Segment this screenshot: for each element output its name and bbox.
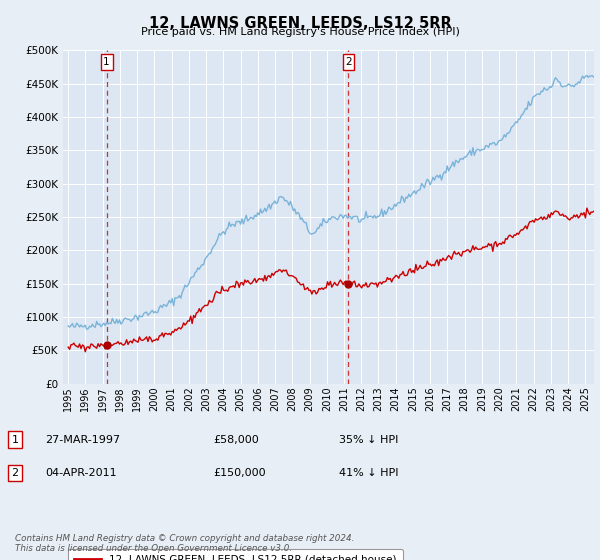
Text: Price paid vs. HM Land Registry's House Price Index (HPI): Price paid vs. HM Land Registry's House … bbox=[140, 27, 460, 37]
Text: 2: 2 bbox=[11, 468, 19, 478]
Text: 1: 1 bbox=[11, 435, 19, 445]
Text: 2: 2 bbox=[345, 57, 352, 67]
Text: Contains HM Land Registry data © Crown copyright and database right 2024.
This d: Contains HM Land Registry data © Crown c… bbox=[15, 534, 355, 553]
Text: 35% ↓ HPI: 35% ↓ HPI bbox=[339, 435, 398, 445]
Text: 1: 1 bbox=[103, 57, 110, 67]
Text: 41% ↓ HPI: 41% ↓ HPI bbox=[339, 468, 398, 478]
Text: £58,000: £58,000 bbox=[213, 435, 259, 445]
Text: 27-MAR-1997: 27-MAR-1997 bbox=[45, 435, 120, 445]
Text: 04-APR-2011: 04-APR-2011 bbox=[45, 468, 116, 478]
Legend: 12, LAWNS GREEN, LEEDS, LS12 5RR (detached house), HPI: Average price, detached : 12, LAWNS GREEN, LEEDS, LS12 5RR (detach… bbox=[68, 549, 403, 560]
Text: 12, LAWNS GREEN, LEEDS, LS12 5RR: 12, LAWNS GREEN, LEEDS, LS12 5RR bbox=[149, 16, 451, 31]
Text: £150,000: £150,000 bbox=[213, 468, 266, 478]
